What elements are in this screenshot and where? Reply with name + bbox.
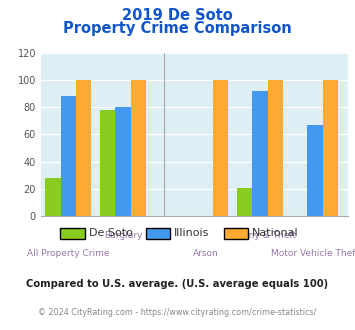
Bar <box>131 80 146 216</box>
Text: Larceny & Theft: Larceny & Theft <box>224 231 296 240</box>
Bar <box>237 187 252 216</box>
Text: Arson: Arson <box>192 249 218 258</box>
Bar <box>323 80 338 216</box>
Bar <box>307 125 323 216</box>
Bar <box>115 107 131 216</box>
Text: National: National <box>252 228 299 238</box>
Text: All Property Crime: All Property Crime <box>27 249 109 258</box>
Bar <box>45 178 61 216</box>
Text: Compared to U.S. average. (U.S. average equals 100): Compared to U.S. average. (U.S. average … <box>26 279 329 289</box>
Text: © 2024 CityRating.com - https://www.cityrating.com/crime-statistics/: © 2024 CityRating.com - https://www.city… <box>38 308 317 316</box>
Bar <box>252 91 268 216</box>
Bar <box>61 96 76 216</box>
Text: Property Crime Comparison: Property Crime Comparison <box>63 21 292 36</box>
Bar <box>100 110 115 216</box>
Bar <box>76 80 91 216</box>
Text: De Soto: De Soto <box>89 228 133 238</box>
Bar <box>213 80 228 216</box>
Text: Illinois: Illinois <box>174 228 209 238</box>
Text: Burglary: Burglary <box>104 231 142 240</box>
Text: Motor Vehicle Theft: Motor Vehicle Theft <box>271 249 355 258</box>
Bar <box>268 80 283 216</box>
Text: 2019 De Soto: 2019 De Soto <box>122 8 233 23</box>
